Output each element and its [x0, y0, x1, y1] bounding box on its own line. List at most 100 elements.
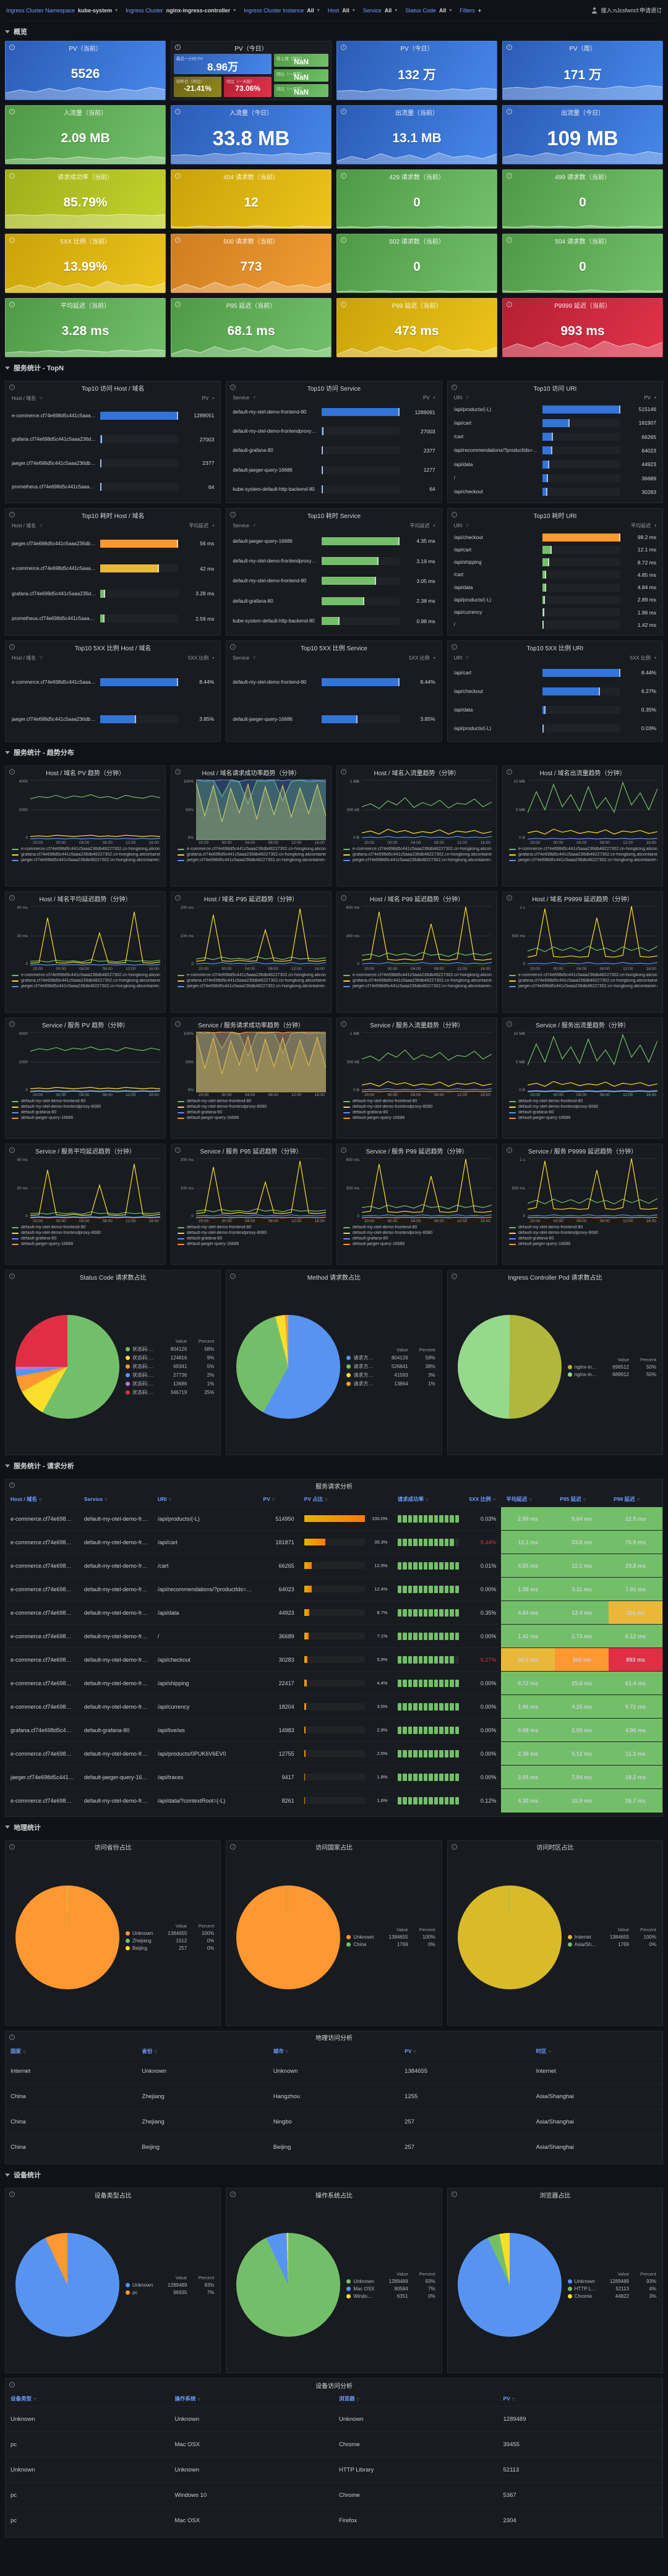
info-icon[interactable] — [507, 302, 512, 307]
panel-title[interactable]: 504 请求数（当前） — [503, 234, 662, 247]
legend-item[interactable]: jaeger.cf74e698d5c441c5aaa236db48227302.… — [178, 984, 326, 988]
column-header[interactable]: 平均延迟 ▽ — [506, 1496, 532, 1502]
legend-item[interactable]: grafana.cf74e698d5c441c5aaa236db48227302… — [509, 852, 657, 857]
variable-dropdown[interactable]: Filters + — [460, 7, 481, 14]
legend-item[interactable]: grafana.cf74e698d5c441c5aaa236db48227302… — [12, 852, 160, 857]
info-icon[interactable] — [9, 1021, 15, 1027]
legend-item[interactable]: default-grafana-80 — [12, 1236, 160, 1241]
column-header[interactable]: PV ▽ — [405, 2047, 417, 2054]
panel-title[interactable]: 设备类型占比 — [6, 2188, 220, 2201]
legend-item[interactable]: grafana.cf74e698d5c441c5aaa236db48227302… — [178, 979, 326, 983]
legend-item[interactable]: Zhejiang 1512 0% — [126, 1938, 214, 1944]
info-icon[interactable] — [507, 1021, 512, 1027]
info-icon[interactable] — [9, 512, 15, 517]
panel-title[interactable]: 500 请求数（当前） — [171, 234, 331, 247]
column-header[interactable]: Host / 域名 ▽ — [11, 1496, 42, 1502]
column-header[interactable]: 请求成功率 ▽ — [397, 1496, 429, 1502]
panel-title[interactable]: Host / 域名请求成功率趋势（分钟） — [171, 766, 331, 778]
variable-dropdown[interactable]: Host All ▾ — [328, 7, 355, 14]
panel-title[interactable]: Top10 耗时 URI — [448, 509, 662, 521]
info-icon[interactable] — [507, 769, 512, 775]
legend-item[interactable]: Asia/Shanghai 1769 0% — [567, 1942, 656, 1947]
info-icon[interactable] — [341, 109, 346, 114]
legend-item[interactable]: default-my-otel-demo-frontendproxy-8080 — [12, 1105, 160, 1109]
column-header[interactable]: 平均延迟 ▾ — [409, 523, 435, 529]
panel-title[interactable]: P95 延迟（当前） — [171, 299, 331, 311]
info-icon[interactable] — [341, 1021, 346, 1027]
legend-item[interactable]: e-commerce.cf74e698d5c441c5aaa236db48227… — [12, 847, 160, 851]
panel-title[interactable]: 499 请求数（当前） — [503, 170, 662, 182]
info-icon[interactable] — [9, 2382, 15, 2387]
info-icon[interactable] — [230, 512, 236, 517]
info-icon[interactable] — [9, 45, 15, 50]
legend-item[interactable]: default-my-otel-demo-frontend-80 — [343, 1225, 492, 1230]
column-header[interactable]: P95 延迟 ▽ — [560, 1496, 586, 1502]
panel-title[interactable]: Host / 域名出流量趋势（分钟） — [503, 766, 662, 778]
nav-right[interactable]: 接入:nJcsfwncf:申请退订 — [591, 6, 662, 14]
info-icon[interactable] — [507, 173, 512, 179]
legend-item[interactable]: Unknown 1384655 100% — [346, 1934, 435, 1940]
info-icon[interactable] — [230, 1843, 236, 1850]
panel-title[interactable]: Service / 服务入流量趋势（分钟） — [337, 1018, 497, 1031]
info-icon[interactable] — [9, 109, 15, 114]
legend-item[interactable]: default-jaeger-query-16686 — [509, 1242, 657, 1246]
panel-title[interactable]: 请求成功率（当前） — [6, 170, 165, 182]
legend-item[interactable]: e-commerce.cf74e698d5c441c5aaa236db48227… — [343, 847, 492, 851]
column-header[interactable]: 操作系统 ▽ — [174, 2395, 201, 2402]
panel-title[interactable]: 访问省份占比 — [6, 1841, 220, 1853]
legend-item[interactable]: default-grafana-80 — [343, 1110, 492, 1115]
legend-item[interactable]: nginx-ingress-controller-6c8c6f9d8-kkvvl… — [567, 1372, 656, 1377]
panel-title[interactable]: PV（周） — [503, 41, 662, 54]
legend-item[interactable]: default-my-otel-demo-frontendproxy-8080 — [509, 1231, 657, 1235]
panel-title[interactable]: 服务请求分析 — [6, 1479, 662, 1492]
info-icon[interactable] — [451, 512, 457, 517]
legend-item[interactable]: 请求方法:GET 804126 58% — [346, 1354, 435, 1361]
legend-item[interactable]: default-jaeger-query-16686 — [178, 1242, 326, 1246]
panel-title[interactable]: 设备访问分析 — [6, 2379, 662, 2391]
info-icon[interactable] — [9, 1482, 15, 1488]
panel-title[interactable]: 平均延迟（当前） — [6, 299, 165, 311]
panel-title[interactable]: P99 延迟（当前） — [337, 299, 497, 311]
legend-item[interactable]: e-commerce.cf74e698d5c441c5aaa236db48227… — [509, 973, 657, 977]
panel-title[interactable]: 5XX 比例（当前） — [6, 234, 165, 247]
legend-item[interactable]: default-grafana-80 — [12, 1110, 160, 1115]
legend-item[interactable]: default-my-otel-demo-frontend-80 — [12, 1225, 160, 1230]
legend-item[interactable]: default-my-otel-demo-frontend-80 — [178, 1225, 326, 1230]
variable-dropdown[interactable]: Ingress Cluster nginx-ingress-controller ▾ — [126, 7, 236, 14]
legend-item[interactable]: default-grafana-80 — [343, 1236, 492, 1241]
column-header[interactable]: PV ▾ — [422, 395, 435, 401]
info-icon[interactable] — [175, 45, 181, 50]
panel-title[interactable]: 429 请求数（当前） — [337, 170, 497, 182]
info-icon[interactable] — [507, 1147, 512, 1153]
panel-title[interactable]: Host / 域名入流量趋势（分钟） — [337, 766, 497, 778]
panel-title[interactable]: Host / 域名 P95 延迟趋势（分钟） — [171, 892, 331, 904]
column-header[interactable]: PV ▽ — [263, 1496, 275, 1502]
panel-title[interactable]: Top10 访问 Service — [226, 381, 441, 394]
info-icon[interactable] — [451, 1273, 457, 1279]
info-icon[interactable] — [341, 45, 346, 50]
legend-item[interactable]: 状态码:200 804126 58% — [126, 1346, 214, 1353]
legend-item[interactable]: e-commerce.cf74e698d5c441c5aaa236db48227… — [178, 847, 326, 851]
legend-item[interactable]: nginx-ingress-controller-6c8c6f9d8-4xkzx… — [567, 1364, 656, 1370]
legend-item[interactable]: default-my-otel-demo-frontend-80 — [12, 1099, 160, 1103]
variable-dropdown[interactable]: Status Code All ▾ — [405, 7, 452, 14]
info-icon[interactable] — [175, 109, 181, 114]
legend-item[interactable]: grafana.cf74e698d5c441c5aaa236db48227302… — [343, 979, 492, 983]
row-header-requests[interactable]: 服务统计 - 请求分析 — [5, 1458, 663, 1474]
info-icon[interactable] — [341, 769, 346, 775]
info-icon[interactable] — [341, 1147, 346, 1153]
column-header[interactable]: Service ▽ — [233, 395, 256, 401]
column-header[interactable]: Host / 域名 ▽ — [12, 396, 43, 401]
column-header[interactable]: URI ▽ — [453, 395, 469, 401]
column-header[interactable]: Host / 域名 ▽ — [12, 655, 43, 661]
info-icon[interactable] — [341, 173, 346, 179]
legend-item[interactable]: default-grafana-80 — [178, 1110, 326, 1115]
variable-dropdown[interactable]: Ingress Cluster Namespace kube-system ▾ — [6, 7, 118, 14]
legend-item[interactable]: jaeger.cf74e698d5c441c5aaa236db48227302.… — [12, 858, 160, 862]
panel-title[interactable]: Host / 域名 P9999 延迟趋势（分钟） — [503, 892, 662, 904]
legend-item[interactable]: 状态码:502 13686 1% — [126, 1380, 214, 1387]
legend-item[interactable]: default-grafana-80 — [178, 1236, 326, 1241]
legend-item[interactable]: 状态码:304 124816 9% — [126, 1354, 214, 1361]
panel-title[interactable]: 入流量（今日） — [171, 106, 331, 118]
legend-item[interactable]: default-my-otel-demo-frontend-80 — [509, 1225, 657, 1230]
